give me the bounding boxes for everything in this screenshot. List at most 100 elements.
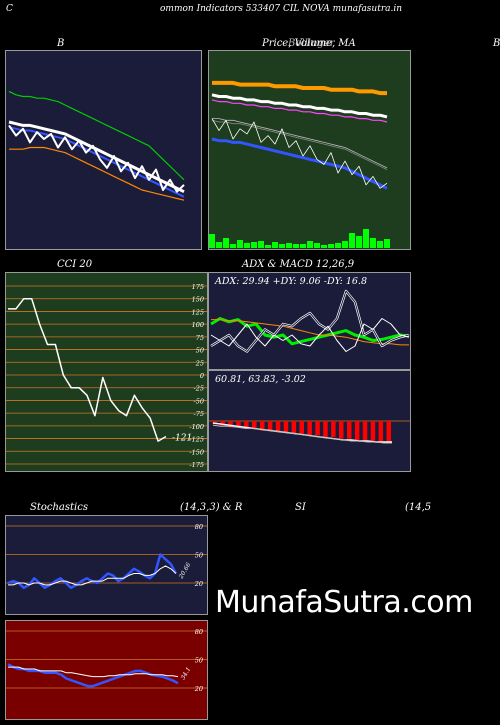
macd-histogram-bar	[236, 421, 241, 428]
macd-histogram-bar	[275, 421, 281, 433]
volume-bar	[335, 243, 341, 248]
bollinger-mid-band-outer	[8, 120, 185, 194]
volume-bar	[265, 245, 271, 248]
cci-tick-label: 0	[200, 372, 204, 380]
cci-line	[8, 297, 167, 442]
stoch-tick-label: 20	[194, 580, 203, 588]
adx-signal-line	[211, 319, 409, 346]
price-line	[211, 118, 388, 189]
price-ma-label: Price, Volume, MA	[262, 38, 356, 49]
macd-histogram-bar	[252, 421, 257, 429]
macd-histogram-bar	[267, 421, 273, 431]
cci-tick-label: -150	[189, 448, 204, 456]
macd-chart	[209, 420, 410, 444]
macd-histogram-bar	[307, 421, 312, 436]
volume-bar	[300, 244, 306, 248]
volume-bar	[272, 242, 278, 248]
macd-readout: 60.81, 63.83, -3.02	[215, 374, 306, 385]
macd-histogram-bar	[362, 421, 368, 441]
volume-bar	[209, 234, 215, 248]
stoch-params-label: (14,3,3) & R	[180, 502, 243, 513]
volume-bar	[349, 233, 355, 248]
cci-chart: 175 150 125 100 75 50 25 0 -25 -50 -75 -100 -125 -150…	[6, 283, 207, 469]
header-corner-label: C	[6, 4, 13, 14]
bollinger-upper-band	[8, 90, 185, 181]
volume-bar	[286, 243, 292, 248]
cci-tick-label: 100	[192, 321, 204, 329]
macd-histogram-bar	[315, 421, 320, 436]
adx-line	[210, 317, 410, 346]
rsi-last-value: 34.1	[180, 666, 193, 681]
cci-tick-label: 50	[196, 347, 204, 355]
cci-tick-label: -125	[189, 436, 204, 444]
macd-histogram-bar	[228, 421, 233, 428]
cci-tick-label: 125	[192, 308, 204, 316]
volume-bar	[356, 236, 362, 248]
macd-histogram-bar	[339, 421, 344, 439]
macd-histogram-bar	[283, 421, 289, 433]
bollinger-mid-band	[8, 126, 185, 198]
volume-bar	[216, 242, 222, 248]
cci-tick-label: 75	[196, 334, 204, 342]
ma-white-thick	[211, 93, 388, 119]
rsi-tick-label: 20	[194, 685, 203, 693]
macd-histogram-bar	[331, 421, 336, 437]
volume-bar	[384, 239, 390, 248]
minus-di-line	[210, 318, 410, 352]
macd-histogram-bar	[244, 421, 249, 429]
adx-macd-label: ADX & MACD 12,26,9	[242, 259, 355, 270]
ma-grey-2	[211, 119, 388, 170]
cci-tick-label: 25	[195, 359, 204, 367]
cci-tick-label: 175	[192, 283, 204, 291]
bollinger-lower-band	[9, 146, 185, 201]
bollinger-chart	[8, 90, 185, 201]
bollinger-label: B	[57, 38, 65, 49]
rsi-signal-line	[8, 666, 179, 678]
rsi-tick-label: 50	[195, 657, 203, 665]
volume-bar	[258, 241, 264, 248]
price-ma-chart	[209, 80, 390, 248]
stochastics-label: Stochastics	[30, 502, 88, 513]
macd-histogram-bar	[370, 421, 376, 442]
price-ma-overlay-label: Bollinger	[288, 38, 335, 49]
volume-bar	[321, 245, 327, 248]
macd-histogram-bar	[323, 421, 328, 437]
macd-histogram-bar	[354, 421, 360, 441]
macd-signal-line	[212, 424, 392, 444]
bollinger-panel	[5, 50, 202, 250]
rsi-tick-label: 80	[195, 628, 203, 636]
volume-bar	[237, 240, 243, 248]
volume-bar	[244, 243, 250, 248]
volume-bar	[377, 241, 383, 248]
macd-histogram-bar	[299, 421, 304, 434]
cci-tick-label: -100	[189, 423, 204, 431]
macd-histogram-bar	[220, 421, 225, 426]
adx-chart	[210, 289, 410, 353]
page-title: ommon Indicators 533407 CIL NOVA munafas…	[160, 4, 403, 14]
volume-bar	[223, 238, 229, 248]
cci-tick-label: -175	[189, 461, 204, 469]
stochastics-panel: 80 50 20 20.66	[5, 515, 208, 615]
cci-tick-label: -75	[194, 410, 204, 418]
cci-last-value: -121	[172, 434, 192, 444]
macd-histogram-bar	[347, 421, 352, 439]
ma-blue	[211, 137, 388, 190]
macd-panel: 60.81, 63.83, -3.02	[208, 370, 411, 472]
cci-tick-label: -50	[194, 397, 204, 405]
macd-histogram-bar	[386, 421, 391, 444]
volume-bar	[230, 244, 236, 248]
cci-label: CCI 20	[57, 259, 93, 270]
macd-histogram-bar	[291, 421, 297, 434]
price-ma-panel	[208, 50, 411, 250]
volume-bar	[279, 244, 285, 248]
volume-bar	[307, 241, 313, 248]
macd-histogram-bar	[260, 421, 265, 431]
adx-readout: ADX: 29.94 +DY: 9.06 -DY: 16.8	[215, 276, 368, 287]
right-edge-label: B	[493, 38, 500, 49]
volume-bar	[342, 241, 348, 248]
volume-bar	[314, 243, 320, 248]
ma-grey-1	[212, 118, 388, 169]
stoch-last-value: 20.66	[177, 561, 192, 580]
volume-bar	[328, 244, 334, 248]
